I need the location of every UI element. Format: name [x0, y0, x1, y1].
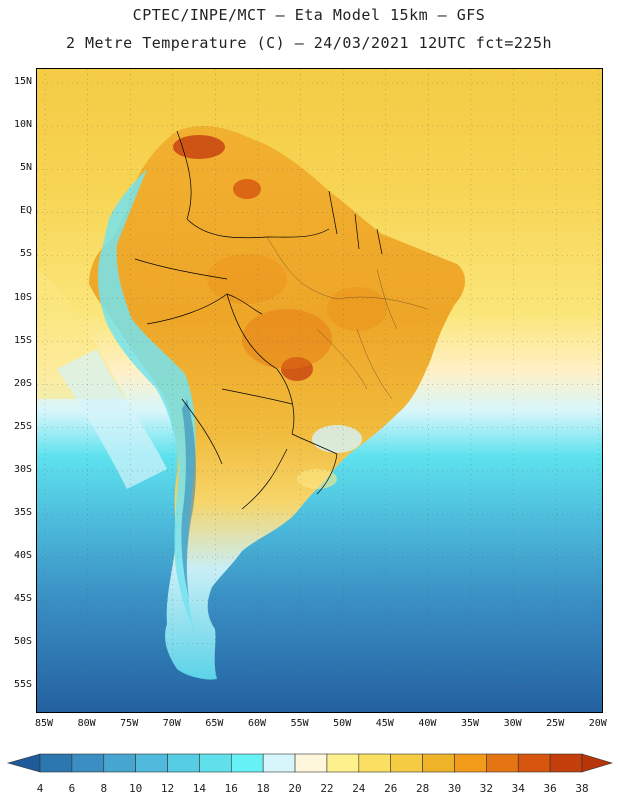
- colorbar-label: 10: [129, 782, 143, 795]
- lat-label: 20S: [13, 377, 32, 389]
- colorbar-label: 32: [479, 782, 493, 795]
- lat-label: 15S: [13, 334, 32, 346]
- colorbar-label: 34: [511, 782, 525, 795]
- country-borders: [134, 130, 383, 510]
- colorbar-swatch: [390, 753, 423, 773]
- lon-label: 65W: [205, 718, 224, 729]
- colorbar-swatch: [262, 753, 296, 773]
- colorbar-label: 24: [352, 782, 366, 795]
- lon-label: 75W: [120, 718, 139, 729]
- lat-label: 35S: [13, 507, 32, 518]
- colorbar-label: 36: [543, 782, 557, 795]
- temperature-colorbar: 4 6 8 10 12 14 16 18 20 22 24 26 28 30 32 34 36 38: [0, 748, 618, 800]
- lon-label: 35W: [460, 718, 480, 729]
- colorbar-label: 4: [36, 782, 44, 795]
- lat-label: 5N: [19, 162, 32, 174]
- colorbar-label: 28: [415, 782, 430, 795]
- lat-label: 10N: [13, 119, 32, 131]
- colorbar-swatch: [167, 753, 200, 773]
- lat-label: 25S: [13, 420, 32, 432]
- lon-label: 50W: [333, 718, 352, 729]
- lat-label: 5S: [19, 248, 32, 260]
- lat-label: 55S: [13, 679, 32, 691]
- colorbar-swatch: [71, 753, 105, 773]
- colorbar-swatch: [294, 753, 328, 773]
- colorbar-swatch: [422, 753, 455, 773]
- colorbar-label: 30: [447, 782, 462, 795]
- hotspot-venezuela: [173, 135, 225, 159]
- andes-cool-band: [97, 169, 196, 634]
- lon-label: 60W: [247, 718, 267, 729]
- colorbar-swatch: [358, 753, 392, 773]
- map-title: CPTEC/INPE/MCT – Eta Model 15km – GFS: [132, 6, 486, 24]
- colorbar-swatch: [39, 753, 73, 773]
- colorbar-label: 22: [320, 782, 334, 795]
- lon-label: 20W: [588, 718, 607, 729]
- colorbar-label: 38: [575, 782, 589, 795]
- colorbar-swatch: [454, 753, 487, 773]
- lon-label: 25W: [546, 718, 565, 729]
- lat-label: 15N: [13, 76, 32, 87]
- colorbar-swatch: [486, 753, 519, 773]
- lat-label: 30S: [13, 463, 32, 475]
- colorbar-label: 16: [224, 782, 238, 795]
- map-subtitle: 2 Metre Temperature (C) – 24/03/2021 12U…: [65, 34, 553, 52]
- colorbar-swatch: [549, 753, 583, 773]
- colorbar-swatch: [103, 753, 136, 773]
- colorbar-swatch: [517, 753, 551, 773]
- hotspot-pantanal: [281, 357, 313, 381]
- colorbar-arrow-low: [6, 753, 41, 773]
- lat-label: 50S: [13, 636, 32, 648]
- temperature-map: [36, 68, 603, 713]
- colorbar-swatch: [230, 753, 264, 773]
- colorbar-arrow-high: [581, 753, 614, 773]
- lat-label: EQ: [19, 205, 32, 217]
- lon-label: 70W: [162, 718, 181, 729]
- colorbar-label: 8: [100, 782, 108, 795]
- lon-label: 55W: [290, 718, 309, 729]
- lon-label: 30W: [503, 718, 522, 729]
- colorbar-label: 14: [192, 782, 207, 795]
- colorbar-label: 26: [384, 782, 398, 795]
- colorbar-label: 18: [256, 782, 270, 795]
- colorbar-swatch: [326, 753, 360, 773]
- map-canvas: [37, 69, 602, 712]
- colorbar-label: 6: [68, 782, 76, 795]
- lat-label: 10S: [13, 291, 32, 303]
- lat-label: 45S: [13, 593, 32, 605]
- lat-label: 40S: [13, 550, 32, 562]
- lon-label: 45W: [375, 718, 394, 729]
- lon-label: 80W: [77, 718, 96, 729]
- colorbar-swatches: [6, 753, 614, 773]
- lon-label: 85W: [34, 718, 54, 729]
- colorbar-swatch: [135, 753, 168, 773]
- lon-label: 40W: [418, 718, 437, 729]
- colorbar-label: 12: [160, 782, 175, 795]
- colorbar-swatch: [199, 753, 232, 773]
- colorbar-label: 20: [288, 782, 302, 795]
